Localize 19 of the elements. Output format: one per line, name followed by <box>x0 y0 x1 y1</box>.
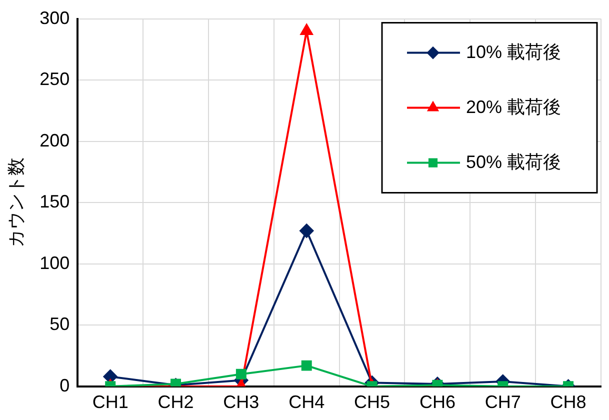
y-tick-label: 100 <box>40 252 70 273</box>
x-tick-label: CH5 <box>354 392 390 412</box>
x-tick-label: CH4 <box>288 392 325 412</box>
y-axis-title: カウント数 <box>6 158 26 248</box>
x-tick-label: CH3 <box>223 392 260 412</box>
legend-label: 50% 載荷後 <box>466 152 562 172</box>
y-tick-label: 300 <box>40 8 70 28</box>
y-tick-label: 50 <box>50 314 70 334</box>
legend-label: 10% 載荷後 <box>466 42 562 62</box>
y-tick-label: 250 <box>40 69 70 90</box>
x-tick-label: CH1 <box>92 392 128 412</box>
x-tick-label: CH6 <box>419 392 456 412</box>
y-tick-label: 150 <box>40 192 70 212</box>
x-tick-label: CH7 <box>484 392 521 412</box>
y-tick-label: 200 <box>40 130 70 150</box>
legend-label: 20% 載荷後 <box>466 96 562 117</box>
x-tick-label: CH2 <box>158 392 194 412</box>
x-tick-label: CH8 <box>550 392 586 412</box>
y-tick-label: 0 <box>60 375 70 396</box>
